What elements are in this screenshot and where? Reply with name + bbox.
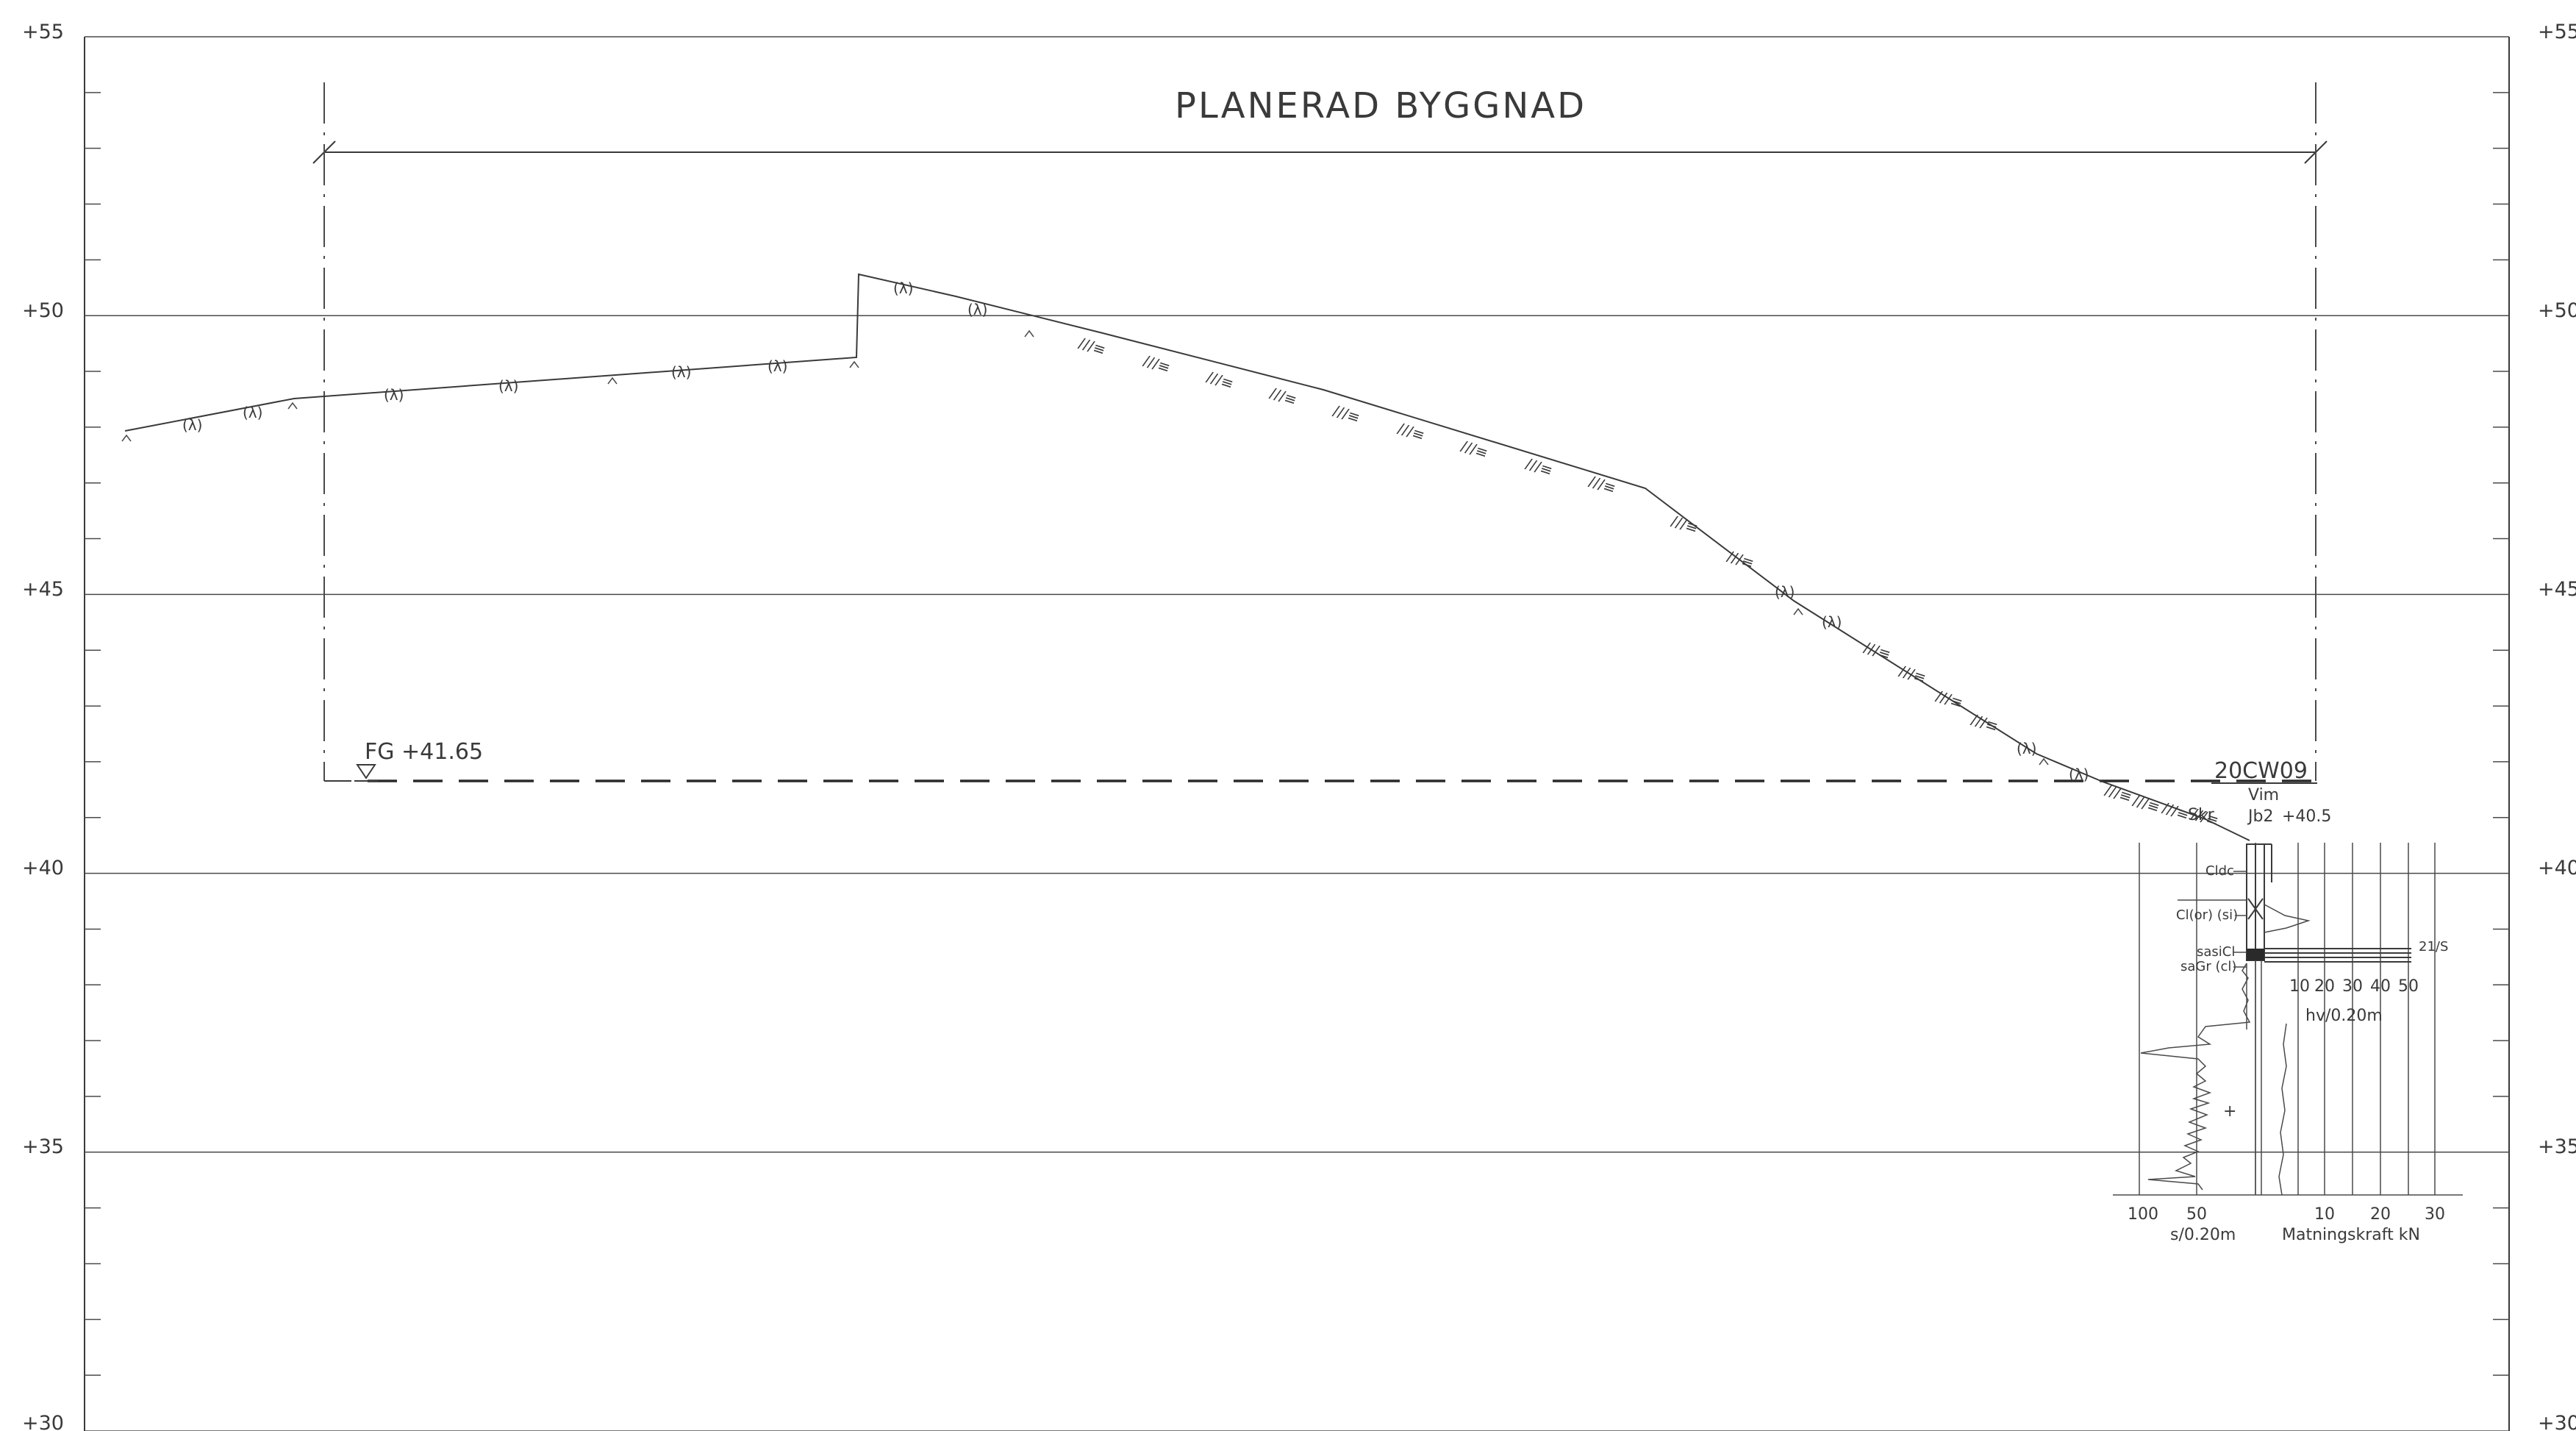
- clay-symbol-icon: ///≡: [1395, 419, 1427, 444]
- clay-symbol-icon: ///≡: [1076, 334, 1108, 359]
- drawing-frame: [84, 37, 2510, 1431]
- elev-label-right-30: +30: [2538, 1412, 2576, 1431]
- s-tick-50: 50: [2186, 1205, 2207, 1224]
- elev-label-right-50: +50: [2538, 299, 2576, 322]
- ground-surface-line: [124, 273, 2250, 841]
- elev-label-right-45: +45: [2538, 578, 2576, 601]
- hv-tick-20: 20: [2314, 977, 2335, 996]
- clay-symbol-icon: ///≡: [2103, 781, 2134, 806]
- clay-symbol-icon: ///≡: [2160, 799, 2192, 824]
- surface-tick-icon: [2039, 757, 2049, 766]
- surface-tick-icon: [121, 434, 132, 442]
- clay-symbol-icon: ///≡: [1933, 687, 1965, 712]
- fill-symbol-icon: (λ): [384, 386, 404, 404]
- force-tick-20: 20: [2370, 1205, 2391, 1224]
- force-tick-30: 30: [2425, 1205, 2445, 1224]
- plus-mark: +: [2223, 1102, 2236, 1121]
- clay-symbol-icon: ///≡: [1586, 472, 1618, 497]
- elev-label-right-40: +40: [2538, 857, 2576, 879]
- planned-building: PLANERAD BYGGNAD: [312, 82, 2328, 781]
- hv-tick-50: 50: [2398, 977, 2419, 996]
- borehole-id: 20CW09: [2214, 758, 2308, 784]
- elev-label-left-55: +55: [22, 21, 64, 43]
- borehole-20cw09: 20CW09 Skr Vim Jb2 +40.5: [2113, 758, 2463, 1244]
- layer-label-3: sasiCl: [2197, 944, 2235, 960]
- hv-tick-30: 30: [2342, 977, 2363, 996]
- elev-label-left-30: +30: [22, 1412, 64, 1431]
- method-left: Skr: [2188, 806, 2215, 824]
- s-tick-100: 100: [2128, 1205, 2158, 1224]
- s-unit: s/0.20m: [2170, 1226, 2236, 1244]
- method-code: Jb2: [2247, 807, 2273, 826]
- clay-symbol-icon: ///≡: [1523, 454, 1555, 479]
- fill-symbol-icon: (λ): [182, 416, 202, 434]
- method-right: Vim: [2248, 786, 2279, 804]
- surface-tick-icon: [1024, 329, 1034, 338]
- fill-symbol-icon: (λ): [768, 357, 787, 375]
- surface-tick-icon: [849, 360, 859, 368]
- elevation-labels-left: +55 +50 +45 +40 +35 +30: [22, 21, 64, 1431]
- elev-label-left-50: +50: [22, 299, 64, 322]
- clay-symbol-icon: ///≡: [1204, 368, 1236, 393]
- elev-label-left-45: +45: [22, 578, 64, 601]
- surface-tick-icon: [287, 402, 298, 410]
- clay-symbol-icon: ///≡: [1267, 384, 1299, 409]
- bottom-scales: 100 50 s/0.20m 10 20 30 Matningskraft kN: [2128, 1205, 2445, 1244]
- clay-symbol-icon: ///≡: [1861, 638, 1893, 663]
- layer-label-2: Cl(or) (si): [2176, 907, 2238, 923]
- fill-symbol-icon: (λ): [2017, 740, 2036, 757]
- soil-layer-labels: Cldc Cl(or) (si) sasiCl saGr (cl): [2176, 863, 2247, 974]
- fill-symbol-icon: (λ): [243, 404, 262, 421]
- stop-note: 21/S: [2419, 939, 2448, 954]
- hv-readings: 21/S 10 20 30 40 50 hv/0.20m: [2264, 939, 2448, 1025]
- fill-symbol-icon: (λ): [967, 301, 987, 318]
- elev-label-left-35: +35: [22, 1135, 64, 1158]
- layer-label-1: Cldc: [2205, 863, 2234, 879]
- clay-symbol-icon: ///≡: [1969, 710, 2000, 735]
- fill-symbol-icon: (λ): [893, 279, 913, 297]
- fill-symbol-icon: (λ): [498, 377, 518, 395]
- force-unit: Matningskraft kN: [2282, 1226, 2420, 1244]
- hv-unit: hv/0.20m: [2305, 1007, 2383, 1025]
- borehole-grid: [2113, 843, 2463, 1196]
- elev-label-left-40: +40: [22, 857, 64, 879]
- fill-symbol-icon: (λ): [1822, 613, 1842, 631]
- sounding-curve: +: [2140, 963, 2287, 1196]
- hv-tick-10: 10: [2289, 977, 2310, 996]
- hv-tick-40: 40: [2370, 977, 2391, 996]
- clay-symbol-icon: ///≡: [1141, 351, 1173, 377]
- finished-grade: FG +41.65: [324, 739, 2316, 782]
- clay-symbol-icon: ///≡: [1725, 547, 1756, 572]
- elevation-grid: [85, 36, 2509, 1431]
- soil-column: [2246, 843, 2311, 1195]
- force-tick-10: 10: [2314, 1205, 2335, 1224]
- clay-symbol-icon: ///≡: [1669, 512, 1700, 537]
- elevation-labels-right: +55 +50 +45 +40 +35 +30: [2538, 21, 2576, 1431]
- clay-symbol-icon: ///≡: [1331, 402, 1362, 427]
- clay-symbol-icon: ///≡: [1459, 437, 1490, 462]
- surface-tick-icon: [1793, 607, 1803, 615]
- elev-label-right-35: +35: [2538, 1135, 2576, 1158]
- grade-triangle-icon: [356, 764, 376, 779]
- start-elevation: +40.5: [2282, 807, 2331, 826]
- grade-label: FG +41.65: [365, 739, 483, 765]
- fill-symbol-icon: (λ): [1775, 583, 1795, 601]
- clay-symbol-icon: ///≡: [1897, 662, 1928, 687]
- ground-profile: [124, 273, 2250, 841]
- layer-label-4: saGr (cl): [2180, 959, 2236, 974]
- fill-symbol-icon: (λ): [2069, 766, 2089, 783]
- surface-tick-icon: [607, 377, 618, 385]
- building-title: PLANERAD BYGGNAD: [1175, 85, 1586, 126]
- clay-symbol-icon: ///≡: [2130, 791, 2162, 816]
- elev-label-right-55: +55: [2538, 21, 2576, 43]
- fill-symbol-icon: (λ): [671, 363, 691, 381]
